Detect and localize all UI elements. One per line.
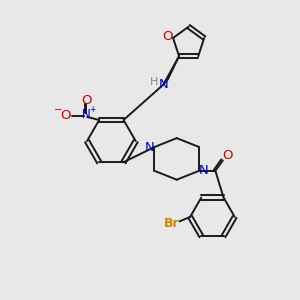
Text: O: O	[222, 149, 232, 162]
Text: O: O	[163, 30, 173, 43]
Text: N: N	[158, 78, 168, 91]
Text: N: N	[145, 140, 154, 154]
Text: H: H	[150, 76, 158, 87]
Text: O: O	[60, 109, 71, 122]
Text: N: N	[82, 108, 91, 122]
Text: Br: Br	[164, 217, 179, 230]
Text: −: −	[54, 105, 63, 115]
Text: O: O	[81, 94, 92, 107]
Text: +: +	[89, 105, 95, 114]
Text: N: N	[199, 164, 209, 177]
